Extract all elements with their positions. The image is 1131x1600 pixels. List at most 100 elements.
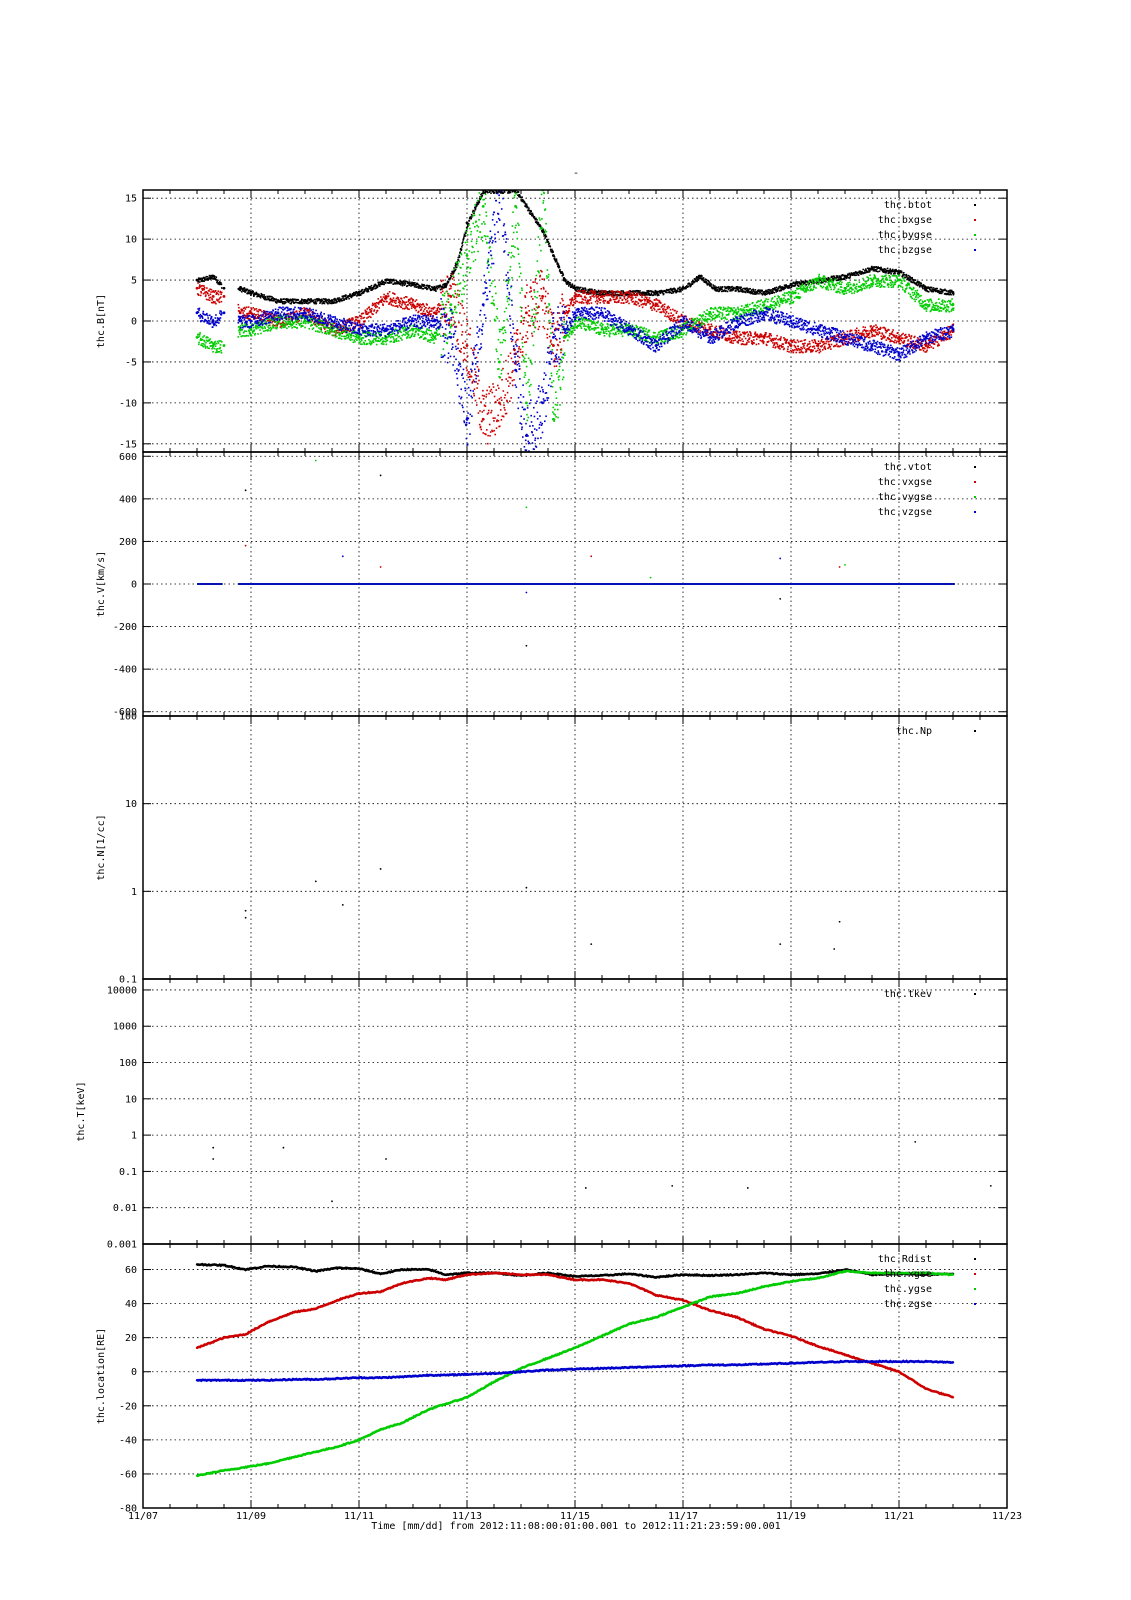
data-point <box>462 307 464 309</box>
data-point <box>314 299 316 301</box>
data-point <box>273 327 275 329</box>
data-point <box>505 360 507 362</box>
data-point <box>774 344 776 346</box>
data-point <box>430 313 432 315</box>
data-point <box>583 292 585 294</box>
data-point <box>915 341 917 343</box>
data-point <box>297 299 299 301</box>
data-point <box>304 299 307 302</box>
data-point <box>401 304 403 306</box>
data-point <box>400 307 402 309</box>
data-point <box>510 352 512 354</box>
data-point <box>862 326 864 328</box>
data-point <box>656 299 658 301</box>
data-point <box>856 330 858 332</box>
data-point <box>736 331 738 333</box>
data-point <box>761 334 763 336</box>
data-point <box>211 289 213 291</box>
data-point <box>458 322 460 324</box>
data-point <box>538 329 540 331</box>
data-point <box>425 307 427 309</box>
data-point <box>809 343 811 345</box>
data-point <box>241 291 243 293</box>
data-point <box>348 298 350 300</box>
data-point <box>584 290 586 292</box>
data-point <box>485 405 487 407</box>
data-point <box>805 284 807 286</box>
data-point <box>572 297 574 299</box>
data-point <box>339 297 341 299</box>
data-point <box>435 290 437 292</box>
data-point <box>531 316 533 318</box>
data-point <box>888 329 890 331</box>
data-point <box>206 287 208 289</box>
data-point <box>457 290 459 292</box>
data-point <box>506 413 508 415</box>
data-point <box>265 330 267 332</box>
data-point <box>510 377 512 379</box>
data-point <box>924 348 926 350</box>
data-point <box>855 331 857 333</box>
data-point <box>276 327 278 329</box>
data-point <box>540 288 542 290</box>
data-point <box>214 343 216 345</box>
data-point <box>387 293 389 295</box>
data-point <box>662 304 664 306</box>
data-point <box>866 333 868 335</box>
data-point <box>925 287 928 290</box>
data-point <box>627 300 629 302</box>
data-point <box>641 296 643 298</box>
data-point <box>577 288 579 290</box>
data-point <box>408 308 410 310</box>
data-point <box>248 306 250 308</box>
data-point <box>894 335 896 337</box>
data-point <box>734 334 736 336</box>
data-point <box>733 340 735 342</box>
data-point <box>709 328 712 331</box>
data-point <box>394 293 396 295</box>
data-point <box>508 385 510 387</box>
data-point <box>218 294 220 296</box>
data-point <box>511 358 513 360</box>
data-point <box>458 255 460 257</box>
data-point <box>378 303 380 305</box>
data-point <box>538 326 540 328</box>
data-point <box>442 291 444 293</box>
data-point <box>394 305 396 307</box>
data-point <box>458 294 460 296</box>
data-point <box>252 332 254 334</box>
data-point <box>212 347 214 349</box>
data-point <box>750 333 752 335</box>
data-point <box>457 339 459 341</box>
data-point <box>936 288 938 290</box>
data-point <box>199 334 201 336</box>
data-point <box>478 412 480 414</box>
data-point <box>804 343 806 345</box>
data-point <box>420 306 422 308</box>
data-point <box>289 318 291 320</box>
data-point <box>440 305 442 307</box>
data-point <box>533 289 535 291</box>
data-point <box>550 340 552 342</box>
data-point <box>307 301 309 303</box>
data-point <box>914 336 916 338</box>
data-point <box>892 329 894 331</box>
data-point <box>265 321 267 323</box>
data-point <box>558 345 560 347</box>
data-point <box>487 192 489 194</box>
data-point <box>624 295 626 297</box>
data-point <box>665 313 667 315</box>
data-point <box>926 351 928 353</box>
data-point <box>260 333 262 335</box>
data-point <box>546 334 548 336</box>
data-point <box>258 327 260 329</box>
data-point <box>485 188 487 190</box>
data-point <box>507 373 509 375</box>
data-point <box>268 329 270 331</box>
data-point <box>481 429 483 431</box>
data-point <box>200 295 202 297</box>
data-point <box>782 346 784 348</box>
data-point <box>412 303 415 306</box>
data-point <box>512 380 514 382</box>
data-point <box>633 292 635 294</box>
